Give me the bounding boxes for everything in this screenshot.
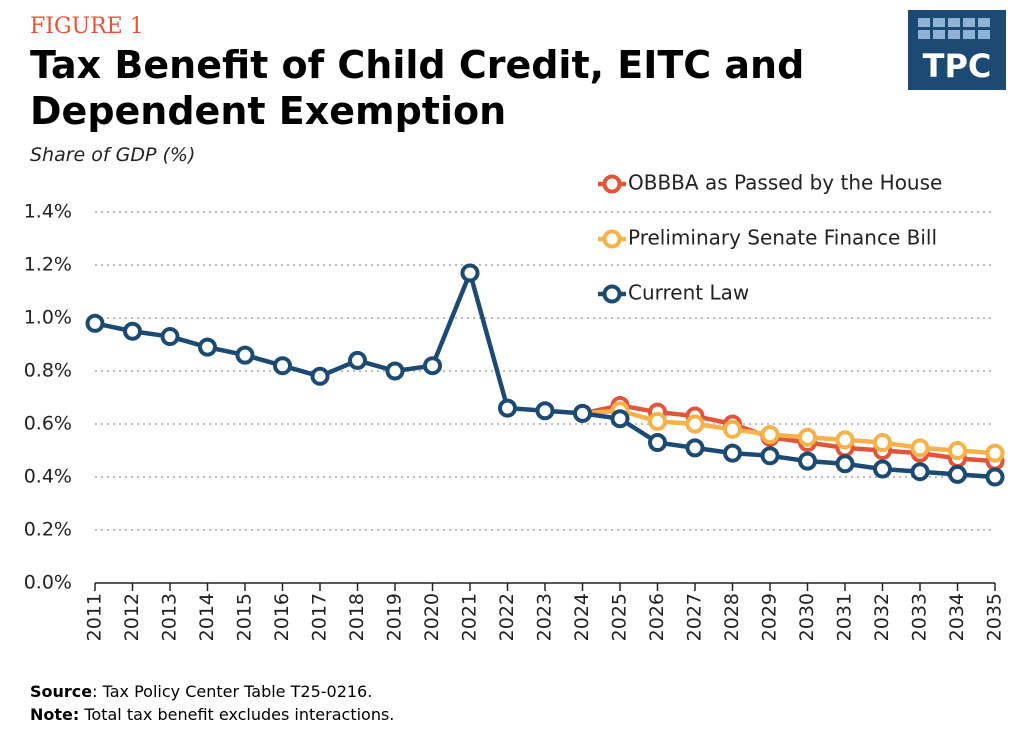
figure-label: FIGURE 1 [30, 14, 144, 39]
y-tick-label: 0.0% [24, 572, 72, 594]
x-tick-label: 2012 [121, 593, 143, 641]
y-tick-label: 0.4% [24, 466, 72, 488]
x-tick-label: 2018 [346, 593, 368, 641]
series-point [685, 438, 705, 458]
series-line [94, 270, 996, 480]
x-tick-label: 2019 [384, 593, 406, 641]
series-point [910, 438, 930, 458]
series-point [760, 446, 780, 466]
x-tick-label: 2014 [196, 593, 218, 641]
series-point [835, 430, 855, 450]
y-tick-label: 1.2% [24, 254, 72, 276]
series-point [985, 443, 1005, 463]
series-point [423, 356, 442, 376]
series-point [648, 411, 667, 431]
series-point [610, 409, 630, 429]
x-tick-label: 2033 [909, 593, 931, 641]
series-point [460, 263, 480, 283]
series-point [85, 313, 105, 333]
x-tick-label: 2035 [984, 593, 1006, 641]
legend-label: OBBBA as Passed by the House [628, 171, 942, 195]
x-tick-label: 2024 [571, 593, 593, 641]
series-point [798, 427, 817, 447]
series-point [310, 366, 330, 386]
x-tick-label: 2026 [646, 593, 668, 641]
y-axis-label: Share of GDP (%) [30, 144, 196, 166]
x-tick-label: 2028 [721, 593, 743, 641]
series-point [160, 327, 180, 347]
series-point [798, 451, 817, 471]
note-label: Note: [30, 705, 80, 724]
logo: TPC [908, 10, 1006, 90]
legend-item: Preliminary Senate Finance Bill [598, 226, 937, 250]
x-tick-label: 2030 [796, 593, 818, 641]
series-point [535, 401, 555, 421]
x-tick-label: 2017 [309, 593, 331, 641]
note-text: Total tax benefit excludes interactions. [79, 705, 395, 724]
series-point [948, 441, 967, 460]
y-tick-label: 0.8% [24, 360, 72, 382]
y-tick-label: 0.6% [24, 413, 72, 435]
series-point [648, 433, 667, 453]
chart-title: Tax Benefit of Child Credit, EITC and De… [30, 43, 805, 133]
y-tick-label: 1.4% [24, 201, 72, 223]
note: Note: Total tax benefit excludes interac… [30, 703, 394, 726]
x-tick-label: 2031 [834, 593, 856, 641]
source: Source: Tax Policy Center Table T25-0216… [30, 680, 394, 703]
series-point [910, 462, 930, 482]
x-tick-label: 2021 [459, 593, 481, 641]
series-point [948, 464, 967, 484]
notes: Source: Tax Policy Center Table T25-0216… [30, 680, 394, 726]
legend-label: Current Law [628, 281, 749, 305]
legend-label: Preliminary Senate Finance Bill [628, 226, 937, 250]
series-point [348, 350, 367, 370]
legend-swatch [602, 174, 622, 194]
x-tick-label: 2016 [271, 593, 293, 641]
logo-text: TPC [923, 47, 992, 85]
x-tick-label: 2025 [609, 593, 631, 641]
series-point [385, 361, 405, 381]
series-point [873, 433, 892, 453]
series-point [685, 414, 705, 434]
series-point [498, 398, 517, 418]
series-point [873, 459, 892, 479]
series-point [985, 467, 1005, 487]
x-tick-label: 2029 [759, 593, 781, 641]
source-text: : Tax Policy Center Table T25-0216. [92, 682, 373, 701]
legend-item: OBBBA as Passed by the House [598, 171, 942, 195]
series-point [723, 419, 742, 439]
series-point [273, 356, 292, 376]
y-tick-label: 0.2% [24, 519, 72, 541]
x-tick-label: 2023 [534, 593, 556, 641]
x-tick-label: 2011 [84, 593, 106, 641]
x-tick-label: 2015 [234, 593, 256, 641]
series-point [123, 321, 142, 341]
x-tick-label: 2013 [159, 593, 181, 641]
x-tick-label: 2034 [946, 593, 968, 641]
series-point [723, 443, 742, 463]
legend-swatch [602, 284, 622, 304]
x-tick-label: 2020 [421, 593, 443, 641]
source-label: Source [30, 682, 93, 701]
x-tick-label: 2027 [684, 593, 706, 641]
logo-grid [918, 18, 990, 39]
series-point [235, 345, 255, 365]
legend-swatch [602, 229, 622, 249]
x-tick-label: 2022 [496, 593, 518, 641]
series-point [835, 454, 855, 474]
y-tick-label: 1.0% [24, 307, 72, 329]
legend-item: Current Law [598, 281, 749, 305]
series-point [760, 425, 780, 445]
x-tick-label: 2032 [871, 593, 893, 641]
series-point [198, 337, 217, 357]
series-point [573, 403, 592, 423]
